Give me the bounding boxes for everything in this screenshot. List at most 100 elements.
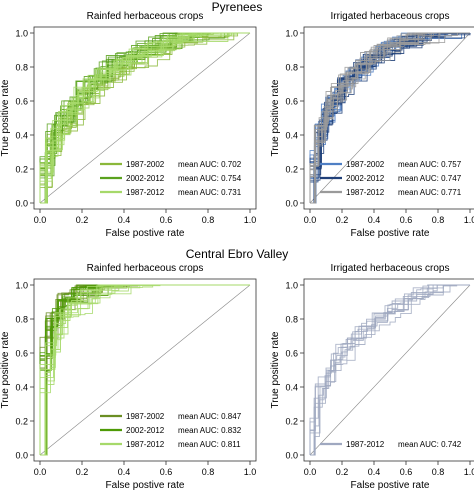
legend-auc: mean AUC: 0.742 xyxy=(398,440,462,449)
x-tick-label: 0.8 xyxy=(432,467,445,477)
x-tick-label: 0.4 xyxy=(368,215,381,225)
x-tick-label: 0.2 xyxy=(336,467,349,477)
x-tick-label: 0.0 xyxy=(34,215,47,225)
roc-curve-1987-2012 xyxy=(310,284,470,456)
roc-curve-1987-2002 xyxy=(40,32,250,204)
y-tick-label: 0.4 xyxy=(15,131,28,141)
panel-title: Rainfed herbaceous crops xyxy=(87,263,204,274)
y-axis-label: True positive rate xyxy=(0,331,11,408)
plot-frame xyxy=(303,26,474,210)
reference-diagonal xyxy=(39,284,251,456)
y-tick-label: 0.2 xyxy=(285,165,298,175)
x-tick-label: 0.0 xyxy=(34,467,47,477)
roc-curve-1987-2012 xyxy=(310,32,470,204)
roc-curve-1987-2012 xyxy=(40,32,250,204)
y-tick-label: 0.4 xyxy=(15,383,28,393)
y-tick-label: 0.2 xyxy=(15,417,28,427)
legend-auc: mean AUC: 0.754 xyxy=(178,174,242,183)
legend-label: 1987-2002 xyxy=(346,160,385,169)
roc-curves xyxy=(39,32,250,204)
y-tick-label: 0.2 xyxy=(285,417,298,427)
y-tick-label: 0.0 xyxy=(285,199,298,209)
y-tick-label: 0.0 xyxy=(15,451,28,461)
legend-auc: mean AUC: 0.811 xyxy=(178,440,241,449)
y-tick-label: 0.8 xyxy=(285,63,298,73)
y-tick-label: 0.0 xyxy=(15,199,28,209)
y-tick-label: 0.2 xyxy=(15,165,28,175)
y-tick-label: 0.4 xyxy=(285,131,298,141)
x-tick-label: 0.0 xyxy=(304,215,317,225)
legend-label: 1987-2012 xyxy=(126,188,165,197)
y-tick-label: 1.0 xyxy=(15,281,28,291)
legend-auc: mean AUC: 0.731 xyxy=(178,188,242,197)
panel-title: Irrigated herbaceous crops xyxy=(331,11,450,22)
roc-curve-1987-2012 xyxy=(40,32,250,204)
y-tick-label: 0.6 xyxy=(285,97,298,107)
plot-frame xyxy=(33,278,257,462)
panel-title: Irrigated herbaceous crops xyxy=(331,263,450,274)
roc-curve-1987-2012 xyxy=(310,32,470,204)
y-axis-label: True positive rate xyxy=(270,79,281,156)
y-tick-label: 0.6 xyxy=(285,349,298,359)
y-tick-label: 0.8 xyxy=(15,63,28,73)
legend-auc: mean AUC: 0.771 xyxy=(398,188,462,197)
y-tick-label: 1.0 xyxy=(285,29,298,39)
x-tick-label: 1.0 xyxy=(244,215,257,225)
roc-curves xyxy=(39,284,250,456)
legend-auc: mean AUC: 0.847 xyxy=(178,412,242,421)
x-tick-label: 1.0 xyxy=(464,467,474,477)
x-tick-label: 0.8 xyxy=(202,467,215,477)
plot-frame xyxy=(303,278,474,462)
legend-label: 1987-2002 xyxy=(126,412,165,421)
legend-label: 2002-2012 xyxy=(126,174,165,183)
legend-auc: mean AUC: 0.757 xyxy=(398,160,462,169)
roc-curve-1987-2012 xyxy=(310,284,470,456)
legend-auc: mean AUC: 0.702 xyxy=(178,160,242,169)
plot-frame xyxy=(33,26,257,210)
x-tick-label: 1.0 xyxy=(464,215,474,225)
y-tick-label: 0.8 xyxy=(15,315,28,325)
legend-label: 2002-2012 xyxy=(126,426,165,435)
x-axis-label: False postive rate xyxy=(351,228,430,239)
section-title-central-ebro-valley: Central Ebro Valley xyxy=(186,247,289,261)
x-tick-label: 0.6 xyxy=(400,215,413,225)
x-tick-label: 0.4 xyxy=(368,467,381,477)
x-axis-label: False postive rate xyxy=(351,480,430,491)
panel-title: Rainfed herbaceous crops xyxy=(87,11,204,22)
x-tick-label: 0.2 xyxy=(336,215,349,225)
x-tick-label: 1.0 xyxy=(244,467,257,477)
roc-curve-1987-2012 xyxy=(40,284,250,456)
roc-curve-2002-2012 xyxy=(310,32,471,204)
section-title-pyrenees: Pyrenees xyxy=(212,0,263,14)
roc-panel-2: Rainfed herbaceous crops 0.0 0.2 0.4 0.6 0.8 1… xyxy=(0,263,257,491)
roc-curves xyxy=(309,32,471,204)
x-tick-label: 0.4 xyxy=(118,215,131,225)
legend-label: 1987-2002 xyxy=(126,160,165,169)
roc-panel-1: Irrigated herbaceous crops 0.0 0.2 0.4 0.6 0.… xyxy=(270,11,474,239)
x-tick-label: 0.8 xyxy=(432,215,445,225)
y-axis-label: True positive rate xyxy=(270,331,281,408)
x-tick-label: 0.2 xyxy=(76,467,89,477)
reference-diagonal xyxy=(309,284,471,456)
y-tick-label: 0.6 xyxy=(15,97,28,107)
legend-auc: mean AUC: 0.832 xyxy=(178,426,242,435)
x-tick-label: 0.6 xyxy=(160,467,173,477)
x-tick-label: 0.6 xyxy=(400,467,413,477)
legend-label: 1987-2012 xyxy=(126,440,165,449)
reference-diagonal xyxy=(39,32,251,204)
roc-curve-1987-2012 xyxy=(39,32,250,203)
y-axis-label: True positive rate xyxy=(0,79,11,156)
y-tick-label: 0.6 xyxy=(15,349,28,359)
y-tick-label: 0.8 xyxy=(285,315,298,325)
legend-auc: mean AUC: 0.747 xyxy=(398,174,462,183)
x-tick-label: 0.6 xyxy=(160,215,173,225)
x-tick-label: 0.0 xyxy=(304,467,317,477)
x-axis-label: False postive rate xyxy=(106,480,185,491)
roc-panel-0: Rainfed herbaceous crops 0.0 0.2 0.4 0.6 0.8 1… xyxy=(0,11,257,239)
y-tick-label: 0.4 xyxy=(285,383,298,393)
x-tick-label: 0.2 xyxy=(76,215,89,225)
y-tick-label: 1.0 xyxy=(15,29,28,39)
panels: Rainfed herbaceous crops 0.0 0.2 0.4 0.6 0.8 1… xyxy=(0,11,474,491)
x-tick-label: 0.8 xyxy=(202,215,215,225)
